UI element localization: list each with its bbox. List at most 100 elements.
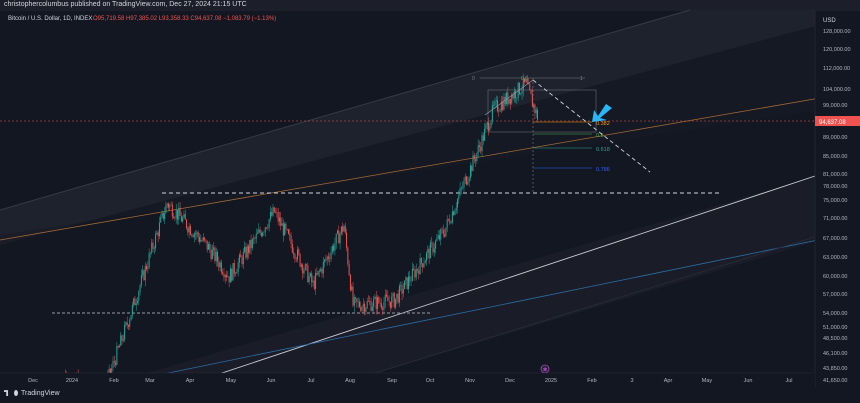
candle-body [524,78,526,83]
upper-channel-band [0,10,820,245]
candle-body [209,244,211,250]
candle-body [142,270,144,276]
candle-body [121,335,123,341]
time-axis[interactable] [0,373,815,387]
lower-channel-band [100,175,820,387]
candle-body [360,306,362,311]
candle-body [182,217,184,222]
time-axis-label: Sep [387,378,397,384]
candle-body [476,153,478,161]
candle-body [175,210,177,219]
candle-body [513,90,515,99]
candle-body [490,120,492,127]
candle-body [484,128,486,141]
candle-body [463,180,465,188]
candle-body [280,217,282,226]
time-axis-label: Jul [785,378,792,384]
time-axis-label: Mar [145,378,155,384]
candle-body [379,302,381,304]
candle-body [358,301,360,307]
tradingview-logo[interactable]: TradingView [4,390,60,397]
candle-body [275,212,277,213]
candle-body [375,296,377,309]
candle-body [134,298,136,306]
time-axis-label: Oct [426,378,435,384]
candle-body [349,275,351,291]
candle-body [286,229,288,230]
candle-body [193,233,195,238]
price-axis-label: 67,000.00 [823,236,847,242]
candle-body [533,104,535,107]
time-axis-label: Feb [587,378,596,384]
candle-body [424,260,426,264]
fib-retracement[interactable]: 0.382 0.5 0.618 0.786 0 0.5 1 [472,76,610,192]
candle-body [129,320,131,327]
candle-body [131,304,133,316]
candle-body [515,90,517,99]
candle-body [152,242,154,249]
candle-body [289,233,291,236]
candle-body [278,217,280,222]
candle-body [312,280,314,283]
candle-body [364,303,366,312]
candle-body [188,226,190,233]
support-trendline [179,174,819,388]
candle-body [518,82,520,95]
candle-body [109,368,111,374]
candle-body [195,233,197,235]
event-icon[interactable]: ✱ [540,364,550,374]
candle-body [455,207,457,211]
candle-body [167,203,169,208]
candle-body [264,227,266,233]
candle-body [171,204,173,217]
candle-body [242,252,244,264]
candle-body [457,199,459,208]
time-axis-label: Jun [267,378,276,384]
candle-body [322,261,324,274]
price-axis-label: 57,000.00 [823,292,847,298]
price-axis-label: 112,000.00 [823,66,850,72]
candle-body [245,246,247,258]
candle-body [140,275,142,286]
candle-body [161,212,163,217]
candle-body [294,254,296,259]
candle-body [316,273,318,275]
candle-body [481,135,483,152]
candle-body [155,234,157,249]
candle-body [220,262,222,273]
price-axis-label: 48,500.00 [823,336,847,342]
candle-body [512,94,514,99]
price-axis-label: 71,000.00 [823,216,847,222]
candle-body [371,306,373,311]
price-axis[interactable] [815,11,860,387]
candle-body [223,274,225,278]
current-price-tag-text: 94,637.08 [819,120,846,126]
candle-body [346,232,348,248]
candle-body [353,297,355,306]
candle-body [156,232,158,235]
candle-body [186,219,188,229]
candle-body [236,271,238,274]
candle-body [521,90,523,94]
candle-body [214,247,216,261]
candle-body [438,235,440,240]
candle-body [281,223,283,226]
candle-body [352,286,354,306]
candle-body [339,233,341,244]
candle-body [228,276,230,283]
candle-body [382,307,384,310]
price-axis-label: 99,000.00 [823,103,847,109]
candle-body [251,239,253,249]
candle-body [432,242,434,253]
candle-body [427,248,429,253]
candle-body [250,239,252,249]
candle-body [392,293,394,297]
candle-body [320,268,322,272]
candle-body [445,227,447,237]
candle-body [503,96,505,110]
candle-body [187,228,189,233]
candle-body [268,219,270,228]
candle-body [480,146,482,152]
candle-body [244,246,246,253]
